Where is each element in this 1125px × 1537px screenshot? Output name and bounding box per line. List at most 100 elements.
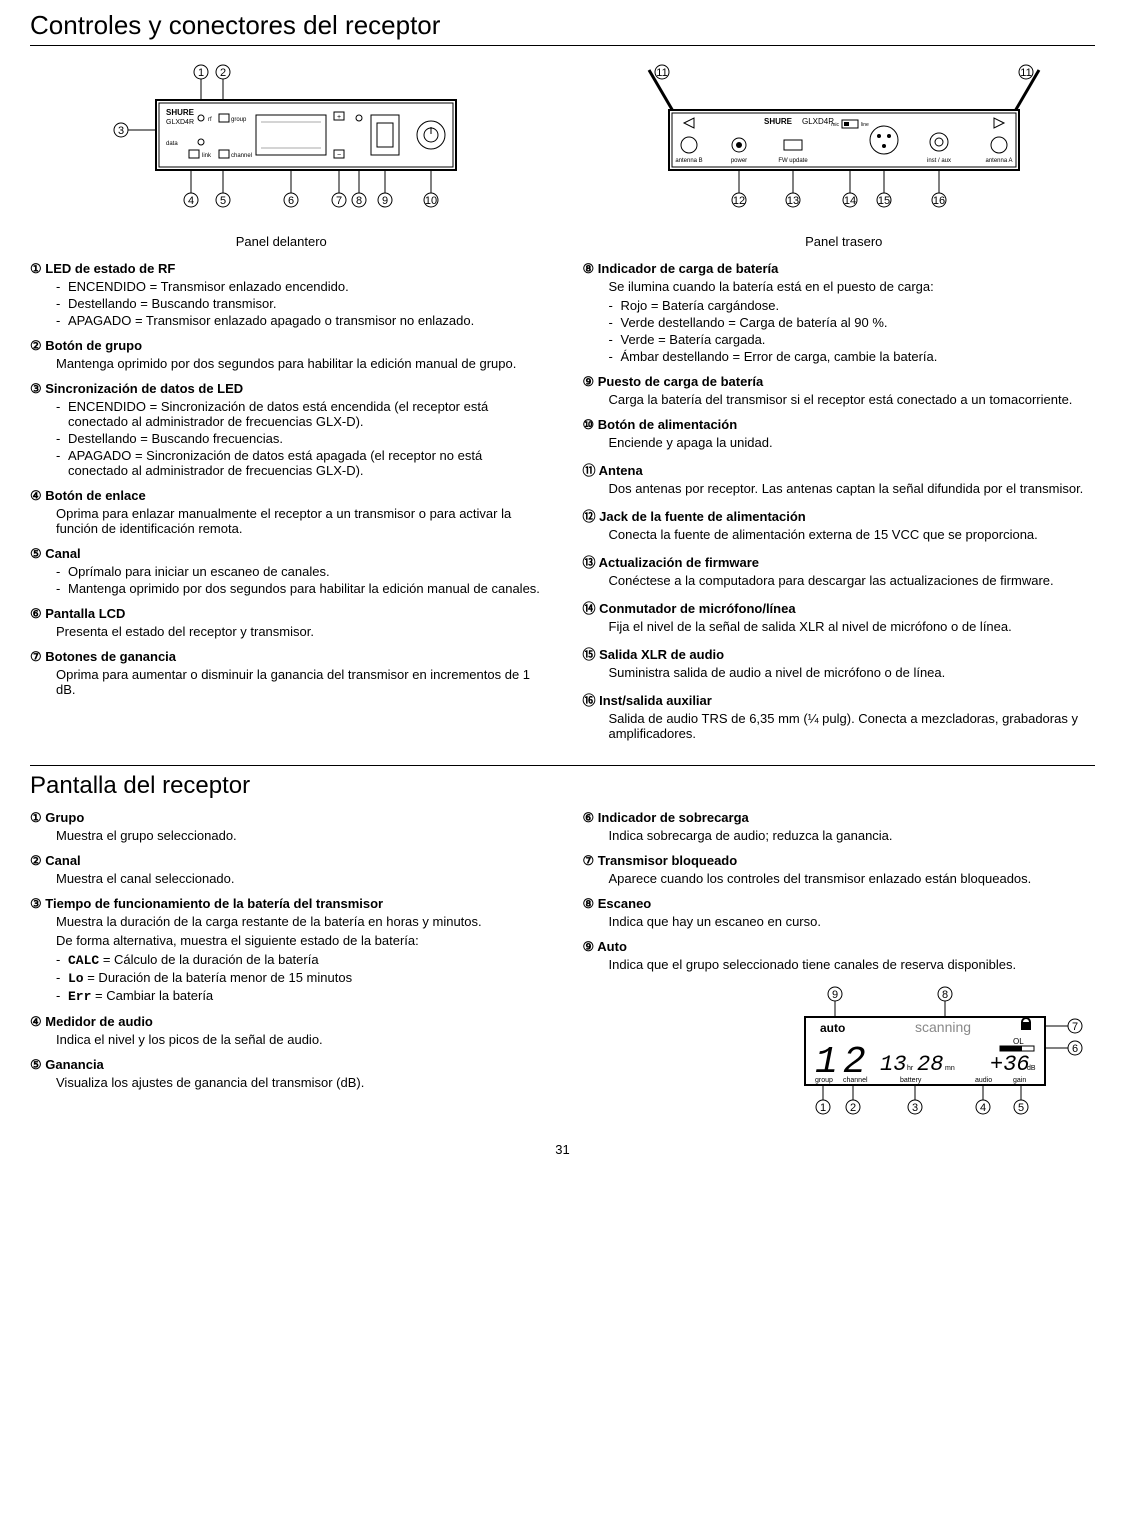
svg-text:6: 6 bbox=[288, 195, 294, 207]
svg-text:data: data bbox=[166, 141, 178, 147]
item-body: ENCENDIDO = Transmisor enlazado encendid… bbox=[56, 279, 543, 328]
svg-text:mn: mn bbox=[945, 1065, 955, 1072]
section2-columns: ① GrupoMuestra el grupo seleccionado.② C… bbox=[30, 810, 1095, 1122]
item-body: Oprímalo para iniciar un escaneo de cana… bbox=[56, 564, 543, 596]
item-heading: ⑤ Canal bbox=[30, 546, 543, 562]
item-body: Muestra el grupo seleccionado. bbox=[56, 828, 543, 843]
svg-text:group: group bbox=[231, 117, 247, 123]
svg-text:7: 7 bbox=[336, 195, 342, 207]
front-panel-diagram: 1 2 3 SHURE GLXD4R rf group data bbox=[30, 60, 533, 249]
item-body: Indica que el grupo seleccionado tiene c… bbox=[609, 957, 1096, 972]
definition-item: ⑯ Inst/salida auxiliarSalida de audio TR… bbox=[583, 690, 1096, 741]
svg-text:2: 2 bbox=[220, 67, 226, 79]
svg-text:4: 4 bbox=[188, 195, 194, 207]
item-heading: ⑥ Indicador de sobrecarga bbox=[583, 810, 1096, 826]
item-heading: ④ Botón de enlace bbox=[30, 488, 543, 504]
svg-text:11: 11 bbox=[656, 67, 667, 79]
item-heading: ⑥ Pantalla LCD bbox=[30, 606, 543, 622]
section1-right: ⑧ Indicador de carga de bateríaSe ilumin… bbox=[583, 261, 1096, 751]
svg-text:5: 5 bbox=[220, 195, 226, 207]
section-title-2: Pantalla del receptor bbox=[30, 765, 1095, 800]
svg-text:13: 13 bbox=[880, 1052, 906, 1077]
svg-text:5: 5 bbox=[1018, 1102, 1024, 1114]
item-heading: ⑬ Actualización de firmware bbox=[583, 552, 1096, 571]
svg-text:channel: channel bbox=[231, 153, 252, 159]
svg-text:channel: channel bbox=[843, 1077, 868, 1084]
definition-item: ② Botón de grupo Mantenga oprimido por do… bbox=[30, 338, 543, 371]
item-body: Muestra el canal seleccionado. bbox=[56, 871, 543, 886]
definition-item: ⑥ Indicador de sobrecargaIndica sobrecar… bbox=[583, 810, 1096, 843]
svg-text:auto: auto bbox=[820, 1021, 845, 1035]
definition-item: ⑧ Escaneo Indica que hay un escaneo en cu… bbox=[583, 896, 1096, 929]
item-heading: ⑨ Puesto de carga de batería bbox=[583, 374, 1096, 390]
definition-item: ⑥ Pantalla LCDPresenta el estado del rec… bbox=[30, 606, 543, 639]
svg-text:+36: +36 bbox=[990, 1052, 1030, 1077]
svg-text:13: 13 bbox=[787, 195, 799, 207]
svg-text:3: 3 bbox=[118, 125, 124, 137]
definition-item: ① LED de estado de RF ENCENDIDO = Transmi… bbox=[30, 261, 543, 328]
svg-text:SHURE: SHURE bbox=[166, 108, 195, 117]
svg-text:14: 14 bbox=[844, 195, 856, 207]
item-body: Enciende y apaga la unidad. bbox=[609, 435, 1096, 450]
item-heading: ⑯ Inst/salida auxiliar bbox=[583, 690, 1096, 709]
item-body: Suministra salida de audio a nivel de mi… bbox=[609, 665, 1096, 680]
svg-text:3: 3 bbox=[912, 1102, 918, 1114]
item-heading: ③ Tiempo de funcionamiento de la batería… bbox=[30, 896, 543, 912]
svg-text:10: 10 bbox=[425, 195, 437, 207]
svg-text:rf: rf bbox=[208, 117, 212, 123]
item-body: Muestra la duración de la carga restante… bbox=[56, 914, 543, 1004]
svg-text:power: power bbox=[731, 158, 747, 164]
definition-item: ⑤ Canal Oprímalo para iniciar un escaneo … bbox=[30, 546, 543, 596]
svg-text:SHURE: SHURE bbox=[764, 117, 793, 126]
item-body: Carga la batería del transmisor si el re… bbox=[609, 392, 1096, 407]
definition-item: ④ Medidor de audioIndica el nivel y los … bbox=[30, 1014, 543, 1047]
item-heading: ⑦ Botones de ganancia bbox=[30, 649, 543, 665]
definition-item: ③ Sincronización de datos de LEDENCENDID… bbox=[30, 381, 543, 478]
svg-text:inst / aux: inst / aux bbox=[927, 158, 951, 164]
item-heading: ⑧ Indicador de carga de batería bbox=[583, 261, 1096, 277]
item-body: ENCENDIDO = Sincronización de datos está… bbox=[56, 399, 543, 478]
svg-text:OL: OL bbox=[1013, 1037, 1024, 1046]
item-body: Aparece cuando los controles del transmi… bbox=[609, 871, 1096, 886]
front-caption: Panel delantero bbox=[236, 234, 327, 249]
svg-text:6: 6 bbox=[1072, 1043, 1078, 1055]
svg-text:gain: gain bbox=[1013, 1077, 1026, 1084]
item-heading: ① LED de estado de RF bbox=[30, 261, 543, 277]
svg-text:audio: audio bbox=[975, 1077, 992, 1084]
svg-text:antenna A: antenna A bbox=[985, 158, 1012, 164]
definition-item: ⑪ AntenaDos antenas por receptor. Las an… bbox=[583, 460, 1096, 496]
item-body: Visualiza los ajustes de ganancia del tr… bbox=[56, 1075, 543, 1090]
item-heading: ⑩ Botón de alimentación bbox=[583, 417, 1096, 433]
svg-text:1: 1 bbox=[198, 67, 204, 79]
section2-left: ① GrupoMuestra el grupo seleccionado.② C… bbox=[30, 810, 543, 1122]
svg-text:battery: battery bbox=[900, 1077, 922, 1084]
item-body: Mantenga oprimido por dos segundos para … bbox=[56, 356, 543, 371]
item-heading: ④ Medidor de audio bbox=[30, 1014, 543, 1030]
front-panel-svg: 1 2 3 SHURE GLXD4R rf group data bbox=[71, 60, 491, 230]
item-heading: ② Botón de grupo bbox=[30, 338, 543, 354]
svg-text:group: group bbox=[815, 1077, 833, 1084]
svg-text:hr: hr bbox=[907, 1065, 914, 1072]
definition-item: ⑧ Indicador de carga de bateríaSe ilumin… bbox=[583, 261, 1096, 364]
lcd-svg: 9 8 auto scanning OL 1 bbox=[765, 982, 1095, 1122]
item-heading: ⑭ Conmutador de micrófono/línea bbox=[583, 598, 1096, 617]
svg-text:GLXD4R: GLXD4R bbox=[802, 117, 834, 126]
svg-text:1: 1 bbox=[820, 1102, 826, 1114]
svg-text:line: line bbox=[861, 122, 869, 128]
definition-item: ⑮ Salida XLR de audio Suministra salida d… bbox=[583, 644, 1096, 680]
svg-text:11: 11 bbox=[1020, 67, 1031, 79]
svg-text:mic: mic bbox=[831, 122, 839, 128]
item-body: Dos antenas por receptor. Las antenas ca… bbox=[609, 481, 1096, 496]
rear-panel-svg: 11 11 antenna B antenna A SHURE GLXD4R p… bbox=[594, 60, 1094, 230]
item-heading: ⑤ Ganancia bbox=[30, 1057, 543, 1073]
svg-text:12: 12 bbox=[733, 195, 745, 207]
svg-text:+: + bbox=[337, 114, 341, 121]
definition-item: ⑤ Ganancia Visualiza los ajustes de ganan… bbox=[30, 1057, 543, 1090]
item-body: Oprima para aumentar o disminuir la gana… bbox=[56, 667, 543, 697]
item-body: Indica que hay un escaneo en curso. bbox=[609, 914, 1096, 929]
section-title-1: Controles y conectores del receptor bbox=[30, 10, 1095, 46]
svg-text:scanning: scanning bbox=[915, 1019, 971, 1035]
item-heading: ⑮ Salida XLR de audio bbox=[583, 644, 1096, 663]
item-heading: ⑫ Jack de la fuente de alimentación bbox=[583, 506, 1096, 525]
item-heading: ⑧ Escaneo bbox=[583, 896, 1096, 912]
